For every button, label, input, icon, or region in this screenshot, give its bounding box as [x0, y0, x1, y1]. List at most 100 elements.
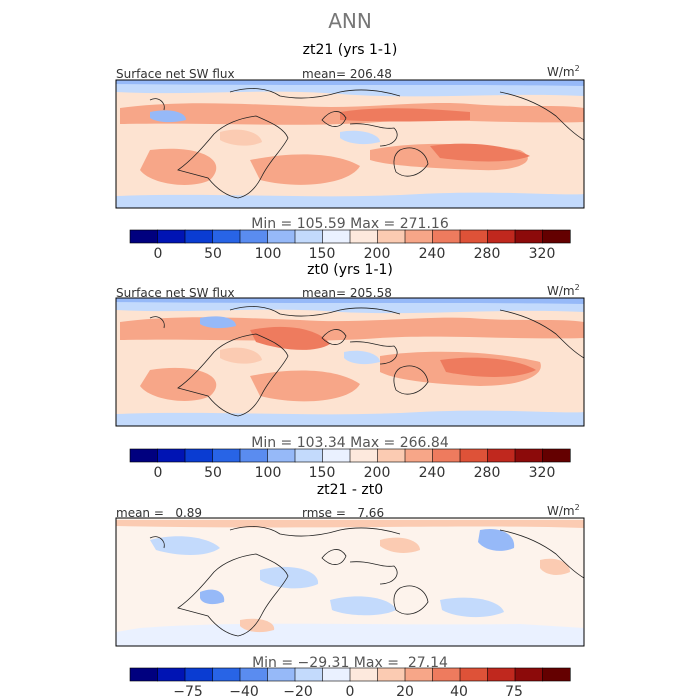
figure-title: ANN	[328, 9, 372, 33]
field-patch-warm	[120, 317, 584, 341]
coastlines	[149, 306, 584, 417]
field-patch-cool	[200, 316, 236, 329]
colorbar-swatch	[267, 448, 296, 463]
colorbar-swatch	[514, 229, 544, 244]
colorbar-tick-label: 320	[529, 246, 556, 262]
mean-label: mean= 205.58	[302, 286, 392, 300]
colorbar-swatch	[377, 448, 406, 463]
rmse-label: rmse = 7.66	[302, 506, 384, 520]
field-patch-warm	[340, 108, 470, 122]
colorbar-swatch	[349, 448, 379, 463]
colorbar-tick-label: 0	[154, 246, 163, 262]
colorbar-swatch	[294, 448, 324, 463]
colorbar-tick-label: −75	[173, 684, 203, 700]
colorbar	[129, 448, 571, 463]
field-patch-warm	[250, 326, 330, 350]
colorbar-swatch	[184, 667, 214, 682]
colorbar-swatch	[404, 448, 434, 463]
colorbar-tick-label: 0	[346, 684, 355, 700]
colorbar-tick-label: 200	[364, 465, 391, 481]
map-field	[116, 518, 584, 646]
field-label: Surface net SW flux	[116, 67, 235, 81]
colorbar-swatch	[294, 229, 324, 244]
field-patch-cool	[116, 623, 584, 646]
colorbar-swatch	[157, 667, 186, 682]
colorbar-tick-label: 320	[529, 465, 556, 481]
colorbar-tick-label: 0	[154, 465, 163, 481]
panel-zt0: zt0 (yrs 1-1) Surface net SW flux mean= …	[115, 262, 585, 481]
field-patch-cool	[150, 110, 186, 123]
panel-title: zt21 - zt0	[317, 482, 383, 498]
panel-zt21: zt21 (yrs 1-1) Surface net SW flux mean=…	[115, 42, 585, 262]
map-frame	[115, 297, 585, 427]
colorbar-swatch	[514, 448, 544, 463]
colorbar	[129, 667, 571, 682]
colorbar-tick-label: −40	[229, 684, 259, 700]
field-patch-warm	[140, 367, 217, 401]
colorbar-tick-label: 50	[204, 246, 222, 262]
colorbar-swatch	[212, 667, 241, 682]
colorbar-swatch	[157, 448, 186, 463]
colorbar-swatch	[487, 667, 516, 682]
colorbar-tick-label: 150	[309, 465, 336, 481]
field-patch-warm	[240, 618, 275, 633]
colorbar-tick-label: 100	[255, 246, 282, 262]
colorbar-swatch	[459, 667, 489, 682]
field-patch-warm	[380, 537, 420, 553]
field-patch-cool	[116, 80, 584, 86]
colorbar-swatch	[487, 229, 516, 244]
colorbar-swatch	[542, 229, 571, 244]
colorbar-swatch	[239, 667, 269, 682]
colorbar-tick-label: 50	[204, 465, 222, 481]
units-label: W/m2	[547, 64, 580, 79]
field-patch-warm	[140, 148, 217, 185]
colorbar-tick-label: 20	[396, 684, 414, 700]
map-field	[116, 80, 584, 208]
colorbar-swatch	[184, 229, 214, 244]
colorbar-swatch	[322, 229, 351, 244]
colorbar-swatch	[294, 667, 324, 682]
colorbar-tick-label: 240	[419, 246, 446, 262]
field-patch-cool	[478, 528, 515, 551]
colorbar-swatch	[129, 448, 159, 463]
field-patch-warm	[250, 370, 360, 402]
panel-title: zt0 (yrs 1-1)	[307, 262, 393, 278]
colorbar-swatch	[212, 229, 241, 244]
min-max-text: Min = 105.59 Max = 271.16	[251, 216, 449, 232]
colorbar-swatch	[322, 448, 351, 463]
colorbar-swatch	[459, 229, 489, 244]
map-frame	[115, 79, 585, 209]
colorbar-tick-label: 280	[474, 246, 501, 262]
colorbar-swatch	[377, 229, 406, 244]
colorbar-swatch	[157, 229, 186, 244]
field-patch-cool	[150, 536, 220, 555]
units-label: W/m2	[547, 283, 580, 298]
colorbar-swatch	[129, 229, 159, 244]
map-field	[116, 298, 584, 426]
coastlines	[149, 88, 584, 199]
colorbar-tick-label: 100	[255, 465, 282, 481]
map-background	[116, 80, 584, 208]
field-patch-cool	[260, 566, 319, 589]
field-patch-cool	[440, 597, 504, 618]
colorbar-swatch	[432, 229, 461, 244]
colorbar-swatch	[322, 667, 351, 682]
colorbar-swatch	[184, 448, 214, 463]
colorbar-swatch	[514, 667, 544, 682]
min-max-text: Min = −29.31 Max = 27.14	[252, 655, 448, 671]
colorbar-swatch	[377, 667, 406, 682]
colorbar-tick-label: 240	[419, 465, 446, 481]
field-patch-warm	[250, 154, 360, 185]
colorbar-swatch	[404, 667, 434, 682]
colorbar-swatch	[432, 448, 461, 463]
colorbar-swatch	[542, 667, 571, 682]
field-patch-warm	[540, 558, 570, 575]
colorbar-swatch	[349, 229, 379, 244]
colorbar-tick-labels: 0 50 100 150 200 240 280 320	[154, 246, 556, 262]
field-patch-cool	[340, 130, 380, 145]
colorbar-tick-label: 280	[474, 465, 501, 481]
colorbar-swatch	[239, 448, 269, 463]
field-patch-cool	[116, 298, 584, 304]
colorbar-tick-label: −20	[283, 684, 313, 700]
